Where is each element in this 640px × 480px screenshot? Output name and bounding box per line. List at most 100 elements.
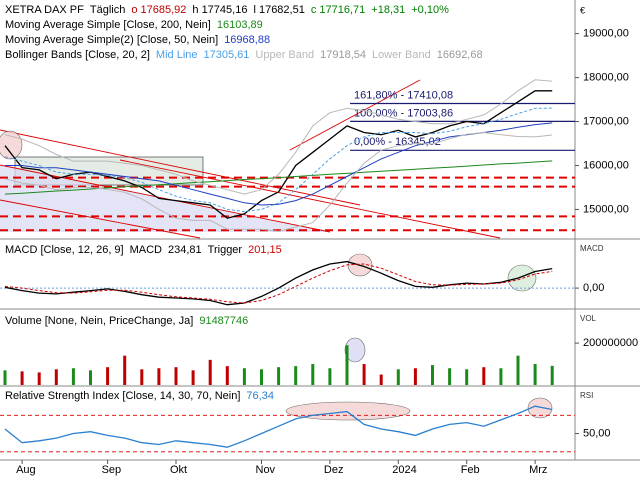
volume-bar [89,370,92,385]
legend-text: 201,15 [248,244,282,256]
y-tick-label: 18000,00 [583,71,629,83]
legend-text: 91487746 [199,315,248,327]
highlight [507,264,537,292]
volume-bar [550,365,554,385]
x-tick-label: Nov [256,464,276,476]
y-tick-label: 200000000 [583,337,638,349]
x-tick-label: Sep [102,464,122,476]
volume-bar [20,371,24,385]
volume-bar [242,368,246,385]
volume-bar [174,367,178,385]
legend-text: Volume [None, Nein, PriceChange, Ja] [5,315,193,327]
volume-bar [140,369,144,385]
volume-bar [362,364,366,385]
legend-text: 16103,89 [217,19,263,31]
x-tick-label: Okt [170,464,187,476]
volume-bar [106,367,110,385]
volume-bar [413,368,417,385]
x-tick-label: Mrz [529,464,547,476]
series-line [4,263,553,304]
volume-bar [465,369,469,385]
series-line [4,90,553,219]
volume-bar [379,374,383,385]
legend-text: Moving Average Simple [Close, 200, Nein] [5,19,211,31]
volume-bar [54,369,58,385]
legend-text: Moving Average Simple(2) [Close, 50, Nei… [5,34,218,46]
legend-text: 17305,61 [204,49,250,61]
legend-text: 76,34 [246,390,274,402]
series-line [4,405,553,448]
volume-bar [37,372,41,385]
channel-line [0,164,331,233]
volume-bar [191,370,195,385]
series-line [4,79,553,195]
series-line [4,131,553,232]
channel-line [289,79,421,151]
volume-bar [396,369,400,385]
volume-bar [3,370,7,385]
volume-bar [225,366,229,385]
volume-bar [260,369,263,385]
highlight [0,130,23,160]
y-tick-label: 15000,00 [583,203,629,215]
channel-line [119,159,501,239]
volume-bar [448,368,452,385]
legend-text: Trigger [208,244,243,256]
legend-text: 234,81 [168,244,202,256]
x-tick-label: Aug [16,464,36,476]
volume-bar [482,367,486,385]
volume-bar [208,359,212,385]
legend-text: l 17682,51 [253,4,304,16]
legend-text: MACD [130,244,162,256]
axis-label: RSI [580,391,593,400]
volume-bar [311,364,315,385]
highlight [527,397,553,419]
volume-bar [277,367,281,385]
y-tick-label: 0,00 [583,282,604,294]
volume-bar [345,345,349,385]
volume-bar [431,365,434,385]
series-line [4,260,553,306]
channel-line [0,199,201,239]
legend-text: Bollinger Bands [Close, 20, 2] [5,49,150,61]
x-tick-label: 2024 [392,464,416,476]
axis-label: MACD [580,244,604,253]
legend-text: h 17745,16 [192,4,247,16]
highlight [344,337,366,363]
volume-bar [123,355,127,385]
legend-text: Relative Strength Index [Close, 14, 30, … [5,390,240,402]
legend-text: Täglich [90,4,125,16]
legend-text: +18,31 [371,4,405,16]
legend-text: 16968,88 [224,34,270,46]
legend-text: MACD [Close, 12, 26, 9] [5,244,124,256]
legend-text: Mid Line [156,49,198,61]
volume-bar [157,368,161,385]
channel-line [0,129,361,206]
legend-text: c 17716,71 [311,4,365,16]
legend-text: Lower Band [372,49,431,61]
volume-bar [516,355,520,385]
currency: € [580,5,585,15]
y-tick-label: 19000,00 [583,28,629,40]
volume-bar [71,368,75,385]
x-tick-label: Feb [461,464,480,476]
series-line [4,160,553,195]
legend-text: 17918,54 [320,49,366,61]
fib-label: 100,00% - 17003,86 [354,107,453,119]
legend-text: +0,10% [411,4,449,16]
volume-bar [499,368,503,385]
volume-bar [328,368,332,385]
volume-bar [294,366,298,385]
axis-label: VOL [580,314,597,323]
x-tick-label: Dez [324,464,344,476]
legend-text: 16692,68 [437,49,483,61]
y-tick-label: 50,00 [583,427,611,439]
y-tick-label: 17000,00 [583,115,629,127]
y-tick-label: 16000,00 [583,159,629,171]
volume-bar [533,364,537,385]
legend-text: o 17685,92 [131,4,186,16]
fib-label: 161,80% - 17410,08 [354,89,453,101]
legend-text: XETRA DAX PF [5,4,84,16]
legend-text: Upper Band [255,49,314,61]
